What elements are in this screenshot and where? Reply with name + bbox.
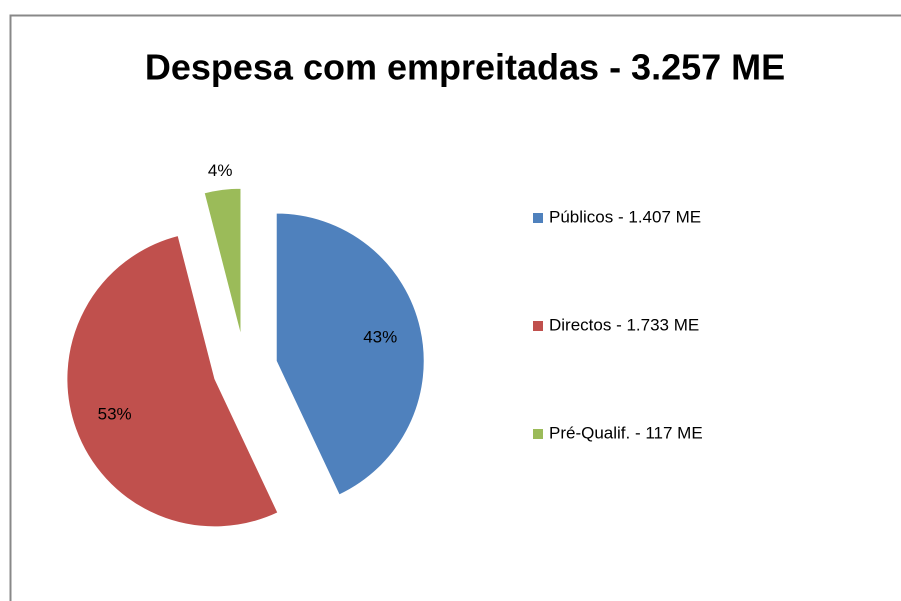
pie-slice — [275, 212, 425, 496]
data-label: 43% — [363, 327, 397, 346]
legend-marker — [533, 321, 543, 331]
legend-label: Directos - 1.733 ME — [549, 315, 699, 334]
data-label: 4% — [208, 161, 233, 180]
pie-slice — [66, 234, 279, 528]
pie-slice — [203, 187, 242, 337]
data-label: 53% — [98, 404, 132, 423]
legend-marker — [533, 213, 543, 223]
legend-marker — [533, 429, 543, 439]
legend-label: Públicos - 1.407 ME — [549, 207, 701, 226]
chart-title: Despesa com empreitadas - 3.257 ME — [145, 47, 785, 88]
legend-label: Pré-Qualif. - 117 ME — [549, 423, 703, 442]
